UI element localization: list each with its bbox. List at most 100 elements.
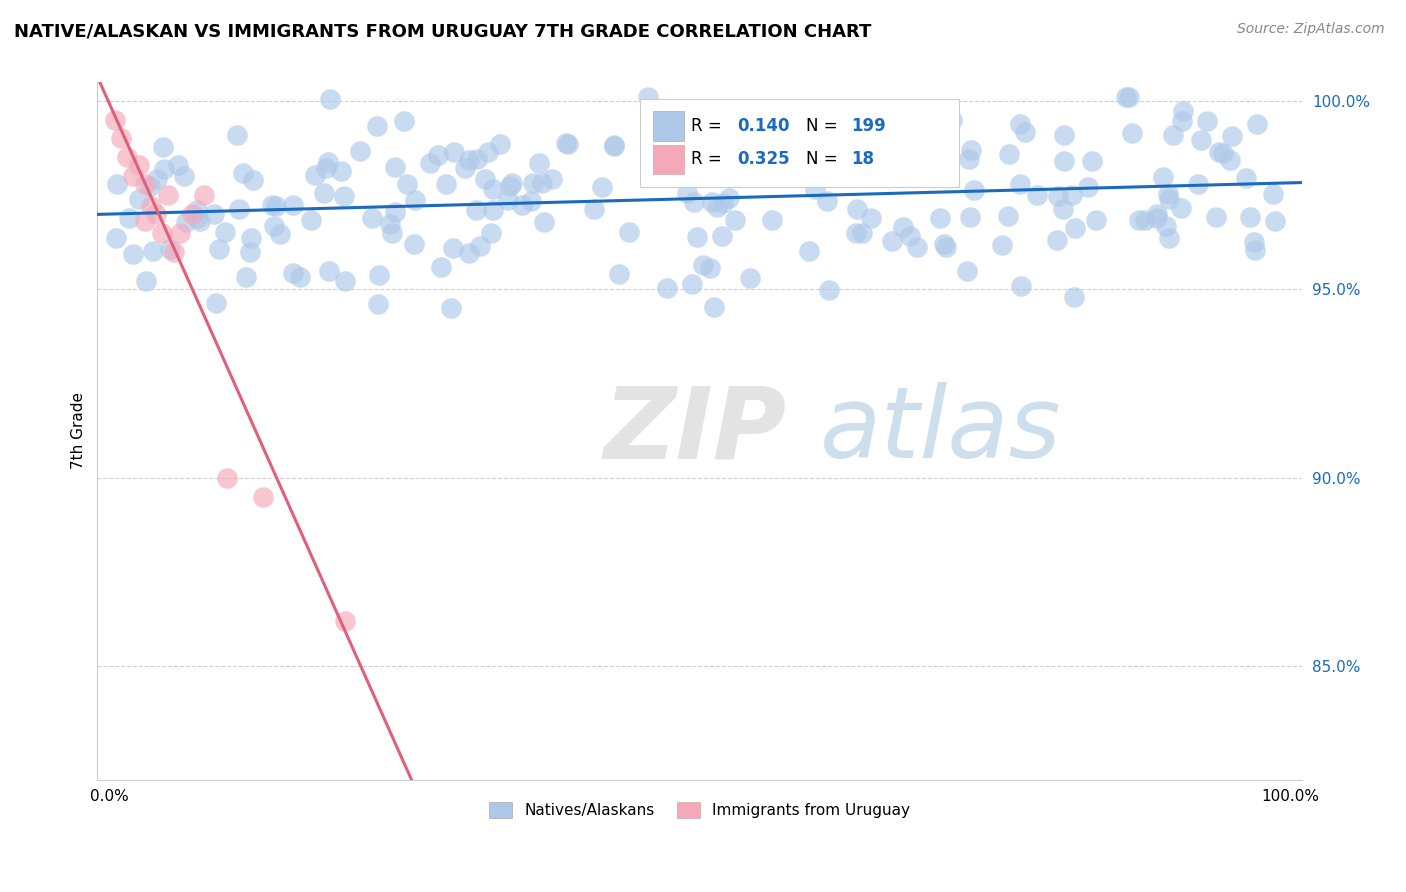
Point bbox=[186, 211, 208, 225]
Text: R =: R = bbox=[692, 150, 727, 168]
Point bbox=[740, 270, 762, 285]
Point bbox=[402, 236, 425, 251]
Point bbox=[681, 277, 703, 292]
Point bbox=[1243, 243, 1265, 257]
Point bbox=[105, 177, 128, 191]
Point bbox=[482, 181, 505, 195]
Point bbox=[104, 230, 127, 244]
Point bbox=[381, 227, 404, 241]
Point bbox=[1161, 128, 1184, 142]
Point bbox=[963, 182, 986, 196]
Point bbox=[384, 205, 406, 219]
Point bbox=[713, 196, 735, 211]
Point bbox=[110, 131, 132, 145]
Point bbox=[555, 136, 578, 150]
Text: ZIP: ZIP bbox=[603, 383, 786, 479]
Point bbox=[957, 152, 980, 166]
Point bbox=[735, 153, 758, 168]
Point bbox=[761, 213, 783, 227]
Point bbox=[134, 177, 156, 191]
Point bbox=[582, 202, 605, 216]
Text: 18: 18 bbox=[852, 150, 875, 168]
Point bbox=[846, 202, 869, 216]
Point bbox=[242, 173, 264, 187]
Point bbox=[173, 169, 195, 183]
Point bbox=[479, 226, 502, 240]
Point bbox=[818, 283, 841, 297]
Point bbox=[318, 92, 340, 106]
Point bbox=[135, 274, 157, 288]
Point bbox=[692, 258, 714, 272]
Point bbox=[1212, 145, 1234, 160]
Text: R =: R = bbox=[692, 117, 727, 135]
Point bbox=[1115, 90, 1137, 104]
Point bbox=[1081, 153, 1104, 168]
Point bbox=[467, 152, 489, 166]
Point bbox=[489, 136, 512, 151]
FancyBboxPatch shape bbox=[652, 145, 685, 174]
Point bbox=[378, 217, 401, 231]
Point bbox=[443, 145, 465, 160]
Point bbox=[146, 172, 169, 186]
Point bbox=[1025, 187, 1047, 202]
Point bbox=[312, 186, 335, 200]
Point bbox=[134, 214, 156, 228]
Text: 0.140: 0.140 bbox=[737, 117, 790, 135]
Point bbox=[202, 207, 225, 221]
Point bbox=[239, 245, 262, 260]
Point bbox=[530, 176, 553, 190]
Point bbox=[419, 156, 441, 170]
Point bbox=[465, 202, 488, 217]
Point bbox=[232, 166, 254, 180]
Point bbox=[235, 269, 257, 284]
Point bbox=[997, 209, 1019, 223]
Point bbox=[367, 297, 389, 311]
Point bbox=[477, 145, 499, 159]
Point bbox=[845, 226, 868, 240]
Point bbox=[153, 162, 176, 177]
Point bbox=[683, 194, 706, 209]
Point bbox=[540, 172, 562, 186]
Point bbox=[804, 182, 827, 196]
Point bbox=[283, 198, 305, 212]
Point bbox=[174, 215, 197, 229]
Point bbox=[1263, 187, 1285, 202]
Point bbox=[1047, 189, 1070, 203]
Point bbox=[139, 179, 162, 194]
Point bbox=[1052, 202, 1074, 216]
Point bbox=[304, 168, 326, 182]
Point bbox=[395, 177, 418, 191]
Point bbox=[941, 113, 963, 128]
Point bbox=[333, 188, 356, 202]
Point bbox=[430, 260, 453, 274]
Point bbox=[846, 158, 869, 172]
Point bbox=[834, 106, 856, 120]
Point bbox=[522, 176, 544, 190]
Point bbox=[1173, 103, 1195, 118]
Point bbox=[318, 264, 340, 278]
Point bbox=[706, 200, 728, 214]
Point bbox=[718, 191, 741, 205]
Point bbox=[602, 138, 624, 153]
Point bbox=[1010, 279, 1032, 293]
Point bbox=[269, 227, 291, 241]
Point bbox=[1010, 117, 1032, 131]
Point bbox=[217, 471, 239, 485]
Point bbox=[427, 147, 450, 161]
Point bbox=[1157, 230, 1180, 244]
Point bbox=[139, 199, 162, 213]
Point bbox=[699, 260, 721, 275]
Point bbox=[796, 164, 818, 178]
Point bbox=[960, 143, 983, 157]
Point bbox=[252, 490, 274, 504]
Point bbox=[716, 153, 738, 167]
Point bbox=[990, 238, 1012, 252]
Point bbox=[1189, 133, 1212, 147]
Point bbox=[637, 90, 659, 104]
Point bbox=[821, 153, 844, 168]
Point bbox=[928, 211, 950, 226]
Point bbox=[260, 197, 283, 211]
Point bbox=[1220, 129, 1243, 144]
Point bbox=[104, 112, 127, 127]
Point bbox=[744, 155, 766, 169]
